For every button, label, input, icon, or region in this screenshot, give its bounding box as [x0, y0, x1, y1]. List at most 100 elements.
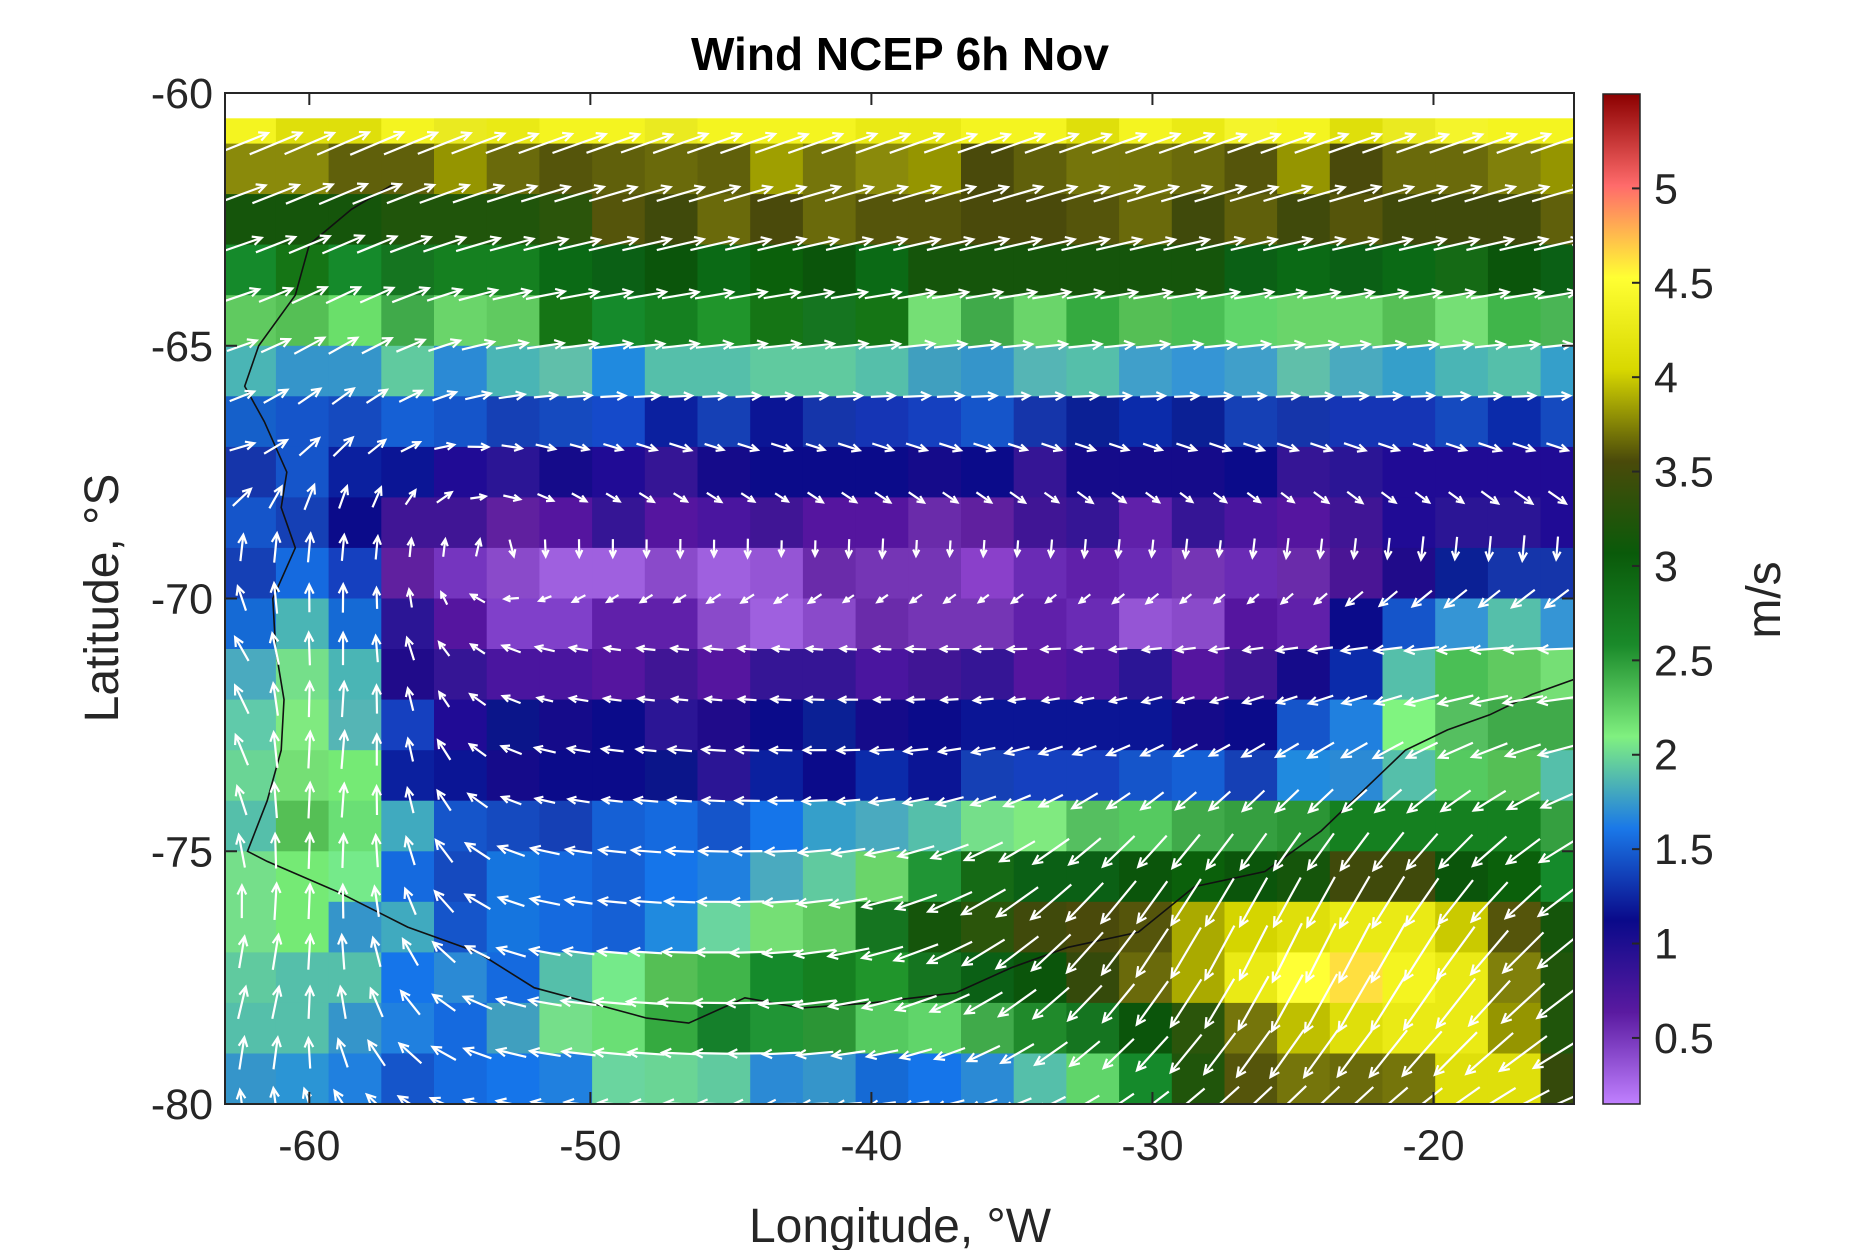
heatmap-cell: [750, 1053, 804, 1104]
heatmap-cell: [171, 700, 224, 751]
heatmap-cell: [1066, 396, 1120, 448]
wind-vector: [1269, 1029, 1305, 1080]
wind-vector: [1041, 442, 1064, 453]
heatmap-cell: [539, 952, 593, 1004]
heatmap-cell: [486, 396, 540, 448]
heatmap-cell: [644, 547, 699, 600]
heatmap-cell: [1540, 244, 1574, 296]
wind-vector: [359, 286, 396, 304]
colorbar-label: m/s: [1738, 561, 1791, 638]
wind-vector: [912, 539, 921, 559]
wind-vector: [699, 745, 726, 755]
heatmap-cell: [750, 396, 804, 448]
heatmap-cell: [1013, 699, 1067, 751]
wind-vector: [528, 844, 560, 856]
wind-vector: [527, 945, 561, 957]
heatmap-cell: [644, 649, 699, 701]
wind-vector: [1420, 1087, 1443, 1104]
wind-vector: [533, 644, 555, 653]
heatmap-cell: [1171, 295, 1226, 347]
wind-vector: [669, 442, 694, 453]
heatmap-cell: [1277, 952, 1331, 1004]
wind-vector: [908, 491, 927, 505]
wind-vector: [1501, 695, 1544, 707]
heatmap-cell: [802, 244, 857, 296]
heatmap-cell: [1224, 750, 1278, 802]
wind-vector: [757, 235, 808, 252]
wind-vector: [625, 1047, 665, 1059]
wind-vector: [255, 235, 298, 254]
wind-vector: [767, 745, 793, 755]
wind-vector: [1207, 743, 1231, 757]
wind-vector: [464, 390, 494, 401]
wind-vector: [638, 491, 656, 504]
wind-vector: [1140, 696, 1163, 705]
wind-vector: [1536, 744, 1574, 759]
wind-vector: [1073, 695, 1095, 705]
wind-vector: [270, 881, 282, 920]
wind-vector: [763, 846, 798, 857]
wind-vector: [371, 783, 382, 816]
wind-vector: [364, 1092, 379, 1104]
heatmap-cell: [855, 345, 909, 397]
wind-vector: [1270, 339, 1307, 351]
heatmap-cell: [225, 497, 277, 549]
wind-vector: [535, 443, 558, 452]
wind-vector: [529, 1097, 553, 1104]
wind-vector: [1464, 1032, 1514, 1076]
wind-vector: [769, 391, 796, 401]
wind-vector: [1043, 491, 1061, 504]
wind-vector: [466, 792, 489, 809]
wind-vector: [990, 132, 1047, 154]
wind-vector: [999, 1043, 1035, 1065]
wind-vector: [1274, 644, 1299, 655]
heatmap-cell: [644, 446, 699, 498]
wind-vector: [757, 184, 808, 203]
heatmap-cell: [1013, 497, 1067, 549]
wind-vector: [337, 581, 349, 613]
wind-vector: [436, 738, 452, 761]
wind-vector: [1135, 1035, 1169, 1073]
wind-vector: [803, 391, 830, 401]
heatmap-cell: [486, 295, 540, 347]
wind-vector: [796, 339, 837, 350]
wind-vector: [1170, 833, 1201, 870]
heatmap-cell: [1013, 1002, 1067, 1055]
wind-vector: [656, 184, 707, 202]
wind-vector: [1470, 835, 1508, 868]
wind-vector: [1401, 1030, 1443, 1078]
wind-vector: [1175, 696, 1195, 705]
wind-vector: [1365, 236, 1415, 252]
heatmap-cell: [592, 649, 646, 701]
heatmap-cell: [1224, 598, 1278, 650]
wind-vector: [1031, 986, 1070, 1020]
heatmap-cell: [1435, 547, 1489, 600]
heatmap-cell: [539, 547, 593, 600]
heatmap-cell: [1487, 446, 1542, 498]
heatmap-cell: [644, 345, 699, 397]
wind-vector: [1535, 988, 1574, 1020]
heatmap-cell: [1382, 1053, 1436, 1104]
wind-vector: [794, 1048, 834, 1060]
wind-vector: [967, 339, 1003, 351]
wind-vector: [777, 540, 786, 559]
wind-vector: [304, 831, 316, 869]
wind-vector: [336, 1037, 349, 1068]
wind-vector: [419, 183, 472, 204]
wind-vector: [1412, 442, 1434, 453]
x-tick-label: -30: [1121, 1122, 1183, 1170]
wind-vector: [760, 1048, 801, 1060]
wind-vector: [566, 390, 594, 401]
heatmap-cell: [697, 699, 751, 751]
wind-vector: [1498, 184, 1551, 203]
heatmap-cell: [275, 649, 330, 701]
wind-vector: [332, 435, 355, 457]
wind-vector: [821, 131, 879, 155]
heatmap-cell: [1013, 598, 1067, 650]
wind-vector: [284, 131, 337, 156]
wind-vector: [1511, 391, 1538, 401]
wind-vector: [1504, 838, 1541, 866]
heatmap-cell: [644, 244, 699, 296]
wind-vector: [1469, 881, 1509, 924]
heatmap-cell: [908, 1104, 961, 1155]
